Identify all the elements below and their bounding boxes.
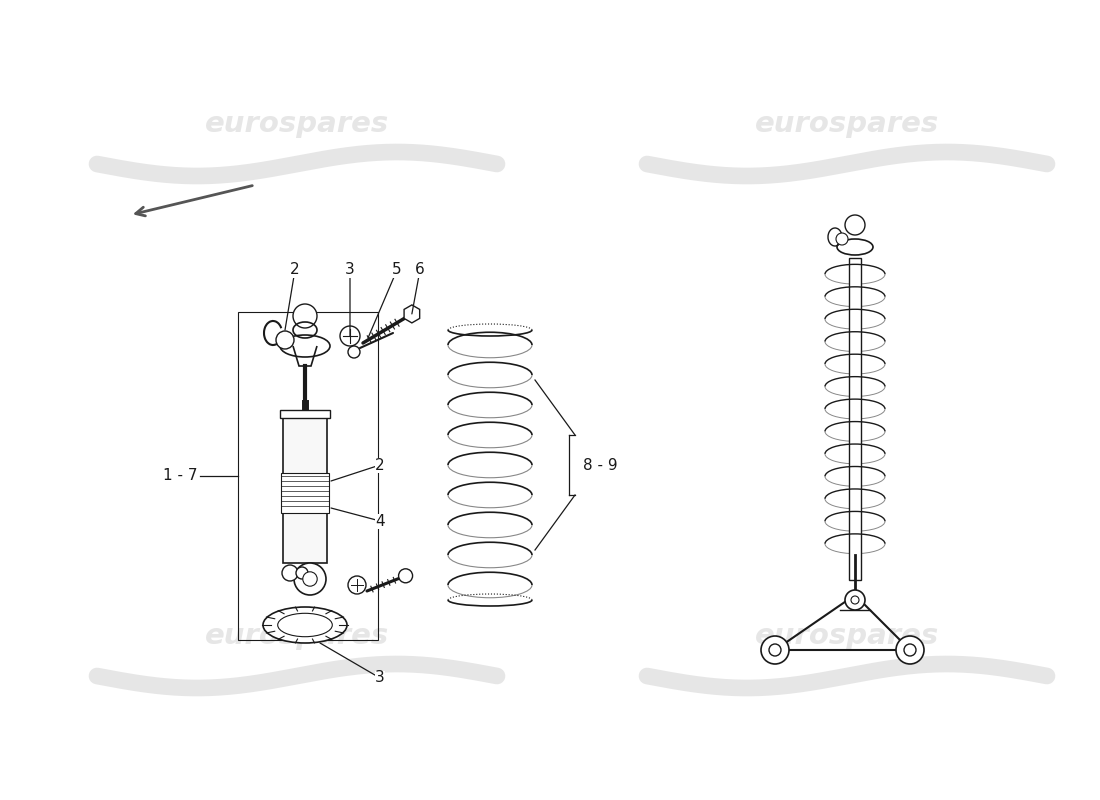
Text: 6: 6	[411, 262, 425, 314]
Circle shape	[294, 563, 326, 595]
Bar	[280, 473, 329, 513]
Circle shape	[851, 596, 859, 604]
Circle shape	[302, 572, 317, 586]
Text: 5: 5	[368, 262, 402, 338]
Bar	[280, 410, 330, 418]
Circle shape	[904, 644, 916, 656]
Text: eurospares: eurospares	[205, 622, 389, 650]
Bar	[849, 258, 861, 580]
Circle shape	[896, 636, 924, 664]
Text: 8 - 9: 8 - 9	[583, 458, 617, 473]
Text: 2: 2	[285, 262, 300, 330]
Bar	[238, 312, 378, 640]
Circle shape	[282, 565, 298, 581]
Circle shape	[398, 569, 412, 583]
Text: eurospares: eurospares	[755, 110, 939, 138]
Circle shape	[276, 331, 294, 349]
Circle shape	[293, 304, 317, 328]
Circle shape	[761, 636, 789, 664]
Circle shape	[348, 346, 360, 358]
Circle shape	[845, 215, 865, 235]
Circle shape	[348, 576, 366, 594]
Text: eurospares: eurospares	[755, 622, 939, 650]
Ellipse shape	[263, 607, 346, 643]
Circle shape	[836, 233, 848, 245]
Text: 1 - 7: 1 - 7	[163, 469, 197, 483]
Polygon shape	[404, 305, 420, 323]
Circle shape	[845, 590, 865, 610]
Text: 3: 3	[320, 643, 385, 686]
Circle shape	[340, 326, 360, 346]
Ellipse shape	[277, 614, 332, 637]
Ellipse shape	[837, 239, 873, 255]
Text: 2: 2	[331, 458, 385, 481]
Text: eurospares: eurospares	[205, 110, 389, 138]
Text: 3: 3	[345, 262, 355, 336]
Text: 4: 4	[331, 508, 385, 529]
Circle shape	[769, 644, 781, 656]
Circle shape	[296, 567, 308, 579]
Bar	[283, 418, 327, 563]
Ellipse shape	[280, 335, 330, 357]
